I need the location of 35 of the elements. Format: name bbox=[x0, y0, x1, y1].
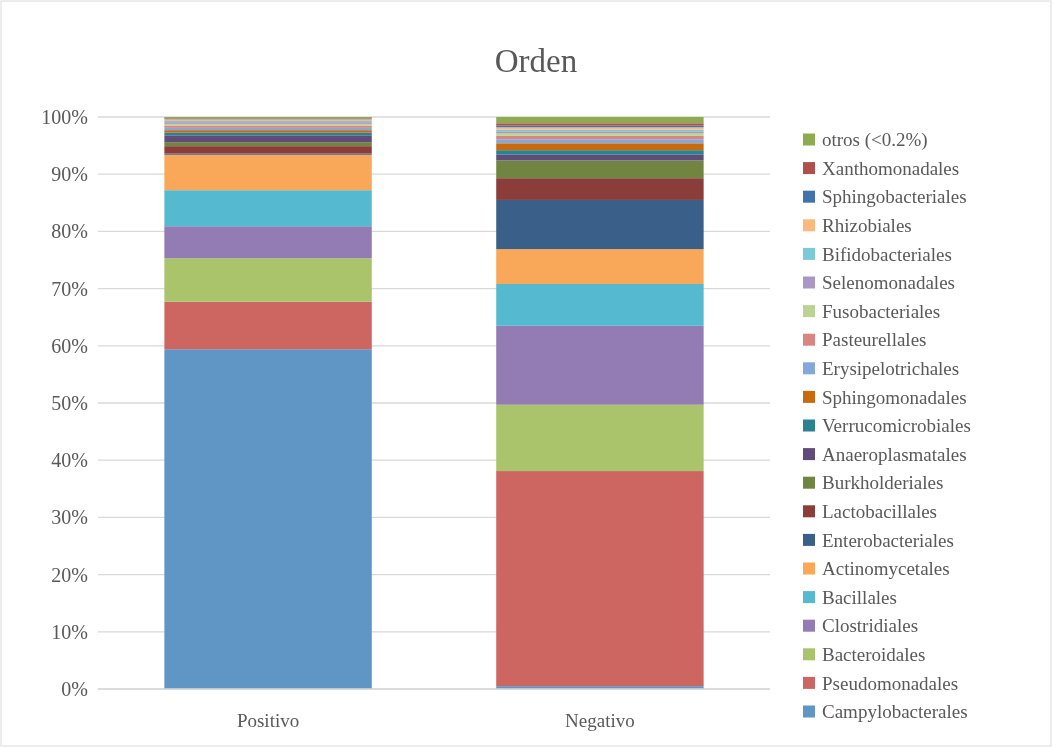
legend-label: Enterobacteriales bbox=[822, 529, 954, 551]
legend-label: otros (<0.2%) bbox=[822, 129, 928, 152]
legend-label: Rhizobiales bbox=[822, 214, 912, 236]
legend-label: Fusobacteriales bbox=[822, 300, 941, 322]
y-tick-label: 40% bbox=[51, 449, 88, 472]
legend-label: Bacillales bbox=[822, 586, 897, 608]
legend-label: Xanthomonadales bbox=[822, 157, 960, 179]
y-tick-label: 80% bbox=[51, 220, 88, 243]
y-tick-label: 60% bbox=[51, 334, 88, 357]
legend-label: Burkholderiales bbox=[822, 472, 944, 494]
y-tick-label: 70% bbox=[51, 277, 88, 300]
y-tick-label: 10% bbox=[51, 620, 88, 643]
legend-label: Bifidobacteriales bbox=[822, 243, 952, 265]
legend-label: Erysipelotrichales bbox=[822, 357, 960, 379]
legend-label: Anaeroplasmatales bbox=[822, 443, 967, 465]
y-tick-label: 30% bbox=[51, 506, 88, 529]
legend-label: Clostridiales bbox=[822, 615, 919, 637]
legend-label: Sphingobacteriales bbox=[822, 186, 967, 208]
y-tick-label: 90% bbox=[51, 163, 88, 186]
legend-label: Selenomonadales bbox=[822, 272, 955, 294]
y-tick-label: 0% bbox=[61, 678, 88, 700]
legend-label: Actinomycetales bbox=[822, 558, 950, 580]
legend-label: Sphingomonadales bbox=[822, 386, 967, 408]
legend-label: Bacteroidales bbox=[822, 643, 926, 665]
legend-label: Lactobacillales bbox=[822, 500, 937, 522]
x-tick-label: Positivo bbox=[236, 710, 300, 731]
y-tick-label: 100% bbox=[41, 106, 88, 128]
legend-label: Verrucomicrobiales bbox=[822, 415, 971, 437]
legend-label: Pseudomonadales bbox=[822, 672, 959, 694]
x-tick-label: Negativo bbox=[565, 710, 635, 731]
legend-label: Pasteurellales bbox=[822, 329, 927, 351]
chart-title: Orden bbox=[494, 43, 578, 79]
y-tick-label: 50% bbox=[51, 392, 88, 414]
y-tick-label: 20% bbox=[51, 563, 88, 586]
legend-label: Campylobacterales bbox=[822, 701, 968, 723]
